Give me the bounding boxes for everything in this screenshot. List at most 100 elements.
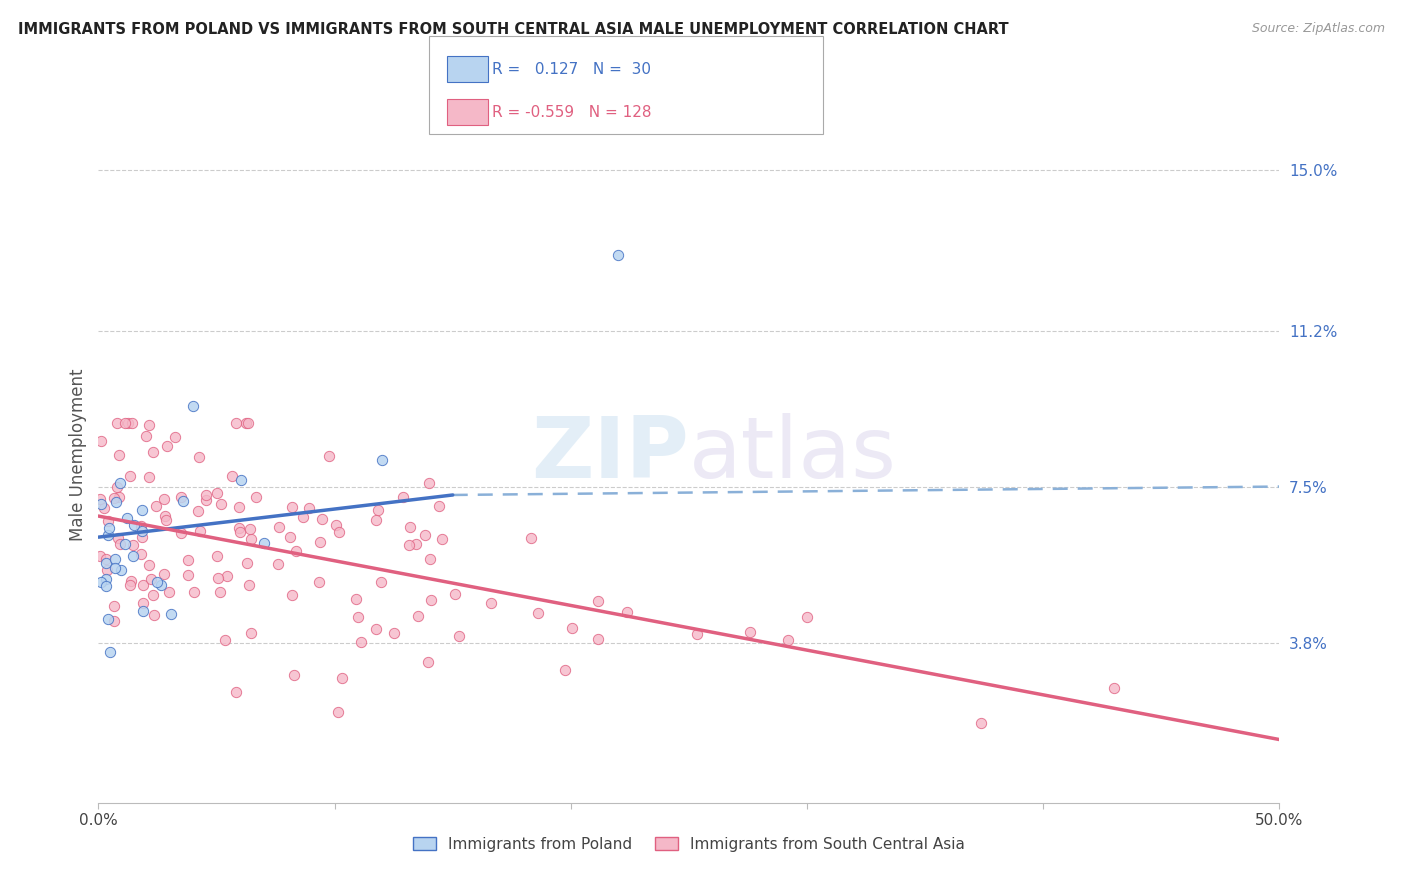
Point [138, 418, 160, 433]
Point [281, 588, 304, 602]
Point [93, 501, 115, 516]
Point [607, 247, 630, 261]
Point [142, 588, 165, 602]
Point [135, 429, 157, 443]
Point [228, 500, 250, 514]
Point [479, 596, 502, 610]
Point [229, 473, 252, 487]
Text: IMMIGRANTS FROM POLAND VS IMMIGRANTS FROM SOUTH CENTRAL ASIA MALE UNEMPLOYMENT C: IMMIGRANTS FROM POLAND VS IMMIGRANTS FRO… [18, 22, 1010, 37]
Point [143, 607, 166, 622]
Point [225, 417, 247, 431]
Point [283, 668, 305, 682]
Point [240, 625, 263, 640]
Point [98, 645, 121, 659]
Point [108, 536, 131, 550]
Point [163, 429, 186, 443]
Point [122, 518, 145, 533]
Point [740, 624, 762, 639]
Point [298, 501, 321, 516]
Point [420, 593, 443, 607]
Point [278, 530, 301, 544]
Point [183, 585, 205, 599]
Point [776, 632, 799, 647]
Point [253, 535, 276, 549]
Point [90, 574, 112, 589]
Point [96, 552, 118, 566]
Point [311, 512, 333, 526]
Point [561, 621, 583, 635]
Point [104, 561, 127, 575]
Point [170, 490, 193, 504]
Point [94, 579, 117, 593]
Point [132, 596, 155, 610]
Point [183, 399, 205, 413]
Point [195, 488, 218, 502]
Point [970, 715, 993, 730]
Point [187, 450, 209, 464]
Point [370, 575, 392, 590]
Point [367, 503, 389, 517]
Point [408, 609, 430, 624]
Point [132, 577, 155, 591]
Point [187, 504, 209, 518]
Point [616, 605, 638, 619]
Point [117, 417, 139, 431]
Point [221, 469, 243, 483]
Point [240, 532, 263, 546]
Point [96, 556, 118, 570]
Point [110, 563, 132, 577]
Point [245, 491, 267, 505]
Point [209, 585, 232, 599]
Point [105, 417, 128, 431]
Point [122, 538, 145, 552]
Point [238, 578, 260, 592]
Point [586, 632, 609, 646]
Point [156, 439, 179, 453]
Point [108, 490, 131, 504]
Point [325, 518, 347, 533]
Point [236, 557, 259, 571]
Point [96, 563, 118, 577]
Point [586, 594, 609, 608]
Point [103, 599, 125, 614]
Point [89, 492, 111, 507]
Point [328, 524, 350, 539]
Point [103, 491, 125, 506]
Point [347, 610, 370, 624]
Point [330, 672, 353, 686]
Point [104, 552, 127, 566]
Point [318, 450, 340, 464]
Point [309, 534, 332, 549]
Point [118, 578, 141, 592]
Point [141, 572, 163, 586]
Point [103, 614, 125, 628]
Point [97, 528, 120, 542]
Point [214, 632, 236, 647]
Point [205, 486, 228, 500]
Point [686, 627, 709, 641]
Text: atlas: atlas [689, 413, 897, 497]
Point [308, 574, 330, 589]
Point [96, 573, 118, 587]
Point [398, 538, 420, 552]
Point [152, 492, 174, 507]
Point [267, 557, 290, 571]
Point [131, 503, 153, 517]
Point [796, 610, 818, 624]
Point [350, 635, 373, 649]
Point [177, 553, 200, 567]
Point [108, 449, 131, 463]
Point [205, 549, 228, 563]
Point [526, 607, 548, 621]
Point [284, 544, 307, 558]
Point [392, 490, 415, 504]
Point [177, 567, 200, 582]
Point [382, 626, 405, 640]
Point [427, 499, 450, 513]
Point [120, 469, 142, 483]
Point [520, 531, 543, 545]
Point [132, 604, 155, 618]
Point [121, 549, 143, 563]
Point [229, 524, 252, 539]
Point [430, 532, 453, 546]
